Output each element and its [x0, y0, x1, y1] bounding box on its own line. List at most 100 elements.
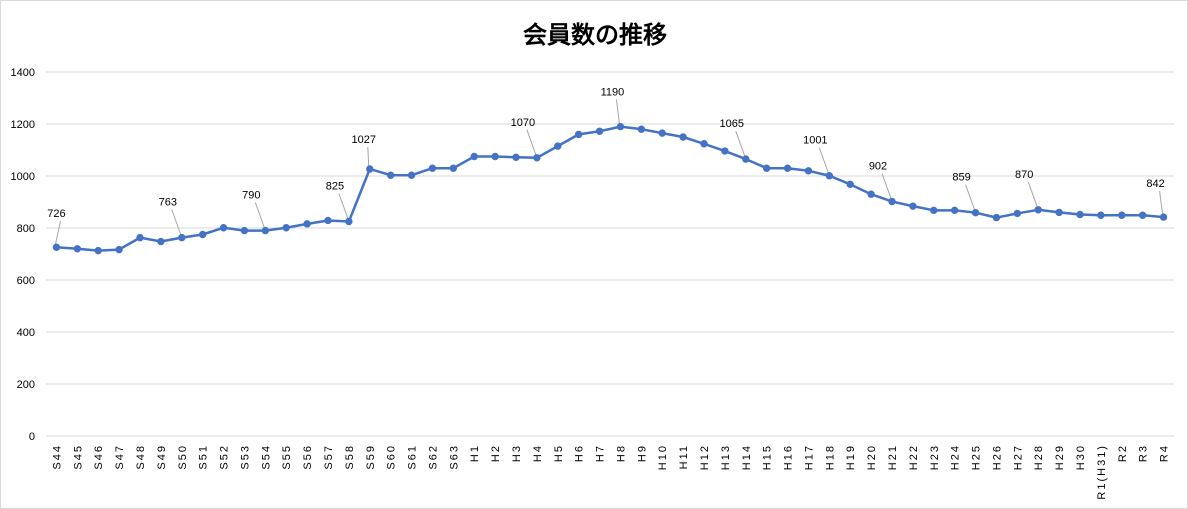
data-point — [1138, 211, 1147, 219]
data-label: 902 — [869, 160, 887, 172]
data-point — [1076, 210, 1084, 219]
data-point — [616, 122, 625, 131]
x-tick-label: S53 — [239, 444, 251, 470]
data-point — [971, 208, 980, 217]
data-point — [324, 216, 332, 225]
data-point — [762, 164, 771, 172]
data-label-leader — [735, 130, 746, 157]
x-tick-label: H12 — [699, 444, 711, 470]
x-tick-label: S54 — [260, 444, 272, 470]
x-tick-label: H25 — [971, 444, 983, 470]
data-point — [386, 171, 395, 179]
data-point — [846, 180, 854, 189]
data-label-leader — [615, 99, 620, 124]
data-label-leader — [367, 146, 370, 167]
data-point — [407, 171, 416, 179]
x-tick-label: H15 — [762, 444, 774, 470]
data-point — [574, 130, 583, 139]
x-tick-label: H10 — [657, 444, 669, 470]
data-label: 825 — [326, 181, 344, 193]
data-label-leader — [171, 209, 182, 235]
data-point — [282, 224, 290, 232]
data-point — [52, 243, 61, 251]
data-point — [554, 142, 562, 150]
x-tick-label: R2 — [1117, 444, 1129, 462]
data-point — [198, 230, 207, 239]
data-point — [1034, 206, 1042, 214]
x-tick-label: H20 — [866, 444, 878, 470]
x-tick-label: S63 — [448, 444, 460, 470]
x-tick-label: R3 — [1138, 444, 1150, 462]
x-tick-label: S56 — [302, 444, 314, 470]
data-point — [595, 127, 604, 135]
y-tick-label: 400 — [17, 327, 35, 339]
x-tick-label: S57 — [323, 444, 335, 470]
data-point — [345, 217, 353, 226]
data-point — [950, 206, 959, 215]
data-point — [240, 226, 249, 235]
data-label-leader — [254, 202, 265, 228]
data-label: 726 — [47, 208, 65, 220]
data-point — [867, 190, 875, 198]
data-label: 1190 — [601, 87, 625, 99]
data-point — [888, 197, 896, 206]
data-label: 1001 — [803, 135, 827, 147]
x-tick-label: S59 — [365, 444, 377, 470]
x-tick-label: H6 — [574, 444, 586, 462]
data-labels: 726 763 790 825 1027 1070 1190 1065 1001 902 859 87… — [47, 87, 1164, 221]
data-point — [366, 165, 374, 173]
y-axis-ticks: 0 200 400 600 800 1000 1200 1400 — [11, 67, 35, 443]
data-label-leader — [338, 193, 349, 219]
data-label: 763 — [159, 197, 177, 209]
x-tick-label: S55 — [281, 444, 293, 470]
data-point — [637, 125, 646, 133]
x-tick-label: H7 — [595, 444, 607, 462]
x-tick-label: H18 — [824, 444, 836, 470]
data-label: 870 — [1015, 169, 1033, 181]
gridlines — [46, 71, 1174, 437]
data-label: 1065 — [720, 118, 744, 130]
data-point — [783, 164, 792, 172]
x-tick-label: S49 — [156, 444, 168, 470]
data-point — [136, 233, 144, 242]
x-tick-label: R1(H31) — [1096, 444, 1108, 500]
x-tick-label: R4 — [1159, 444, 1171, 462]
data-point — [679, 133, 687, 141]
x-axis-ticks: S44 S45 S46 S47 S48 S49 S50 S51 S52 S53 S54 S55 S56 S… — [51, 444, 1170, 500]
x-tick-label: H1 — [469, 444, 481, 462]
x-tick-label: H11 — [678, 444, 690, 469]
x-tick-label: S62 — [427, 444, 439, 470]
data-point — [303, 220, 311, 228]
y-tick-label: 200 — [17, 379, 35, 391]
x-tick-label: S58 — [344, 444, 356, 470]
data-point — [1118, 211, 1126, 219]
data-point — [658, 129, 666, 137]
data-point — [721, 147, 729, 155]
data-point — [909, 202, 917, 210]
x-tick-label: H24 — [950, 444, 962, 470]
x-tick-label: S60 — [386, 444, 398, 470]
x-tick-label: H28 — [1033, 444, 1045, 470]
data-point — [533, 154, 541, 162]
data-points — [52, 122, 1168, 255]
x-tick-label: S50 — [177, 444, 189, 470]
x-tick-label: H4 — [532, 444, 544, 462]
x-tick-label: S48 — [135, 444, 147, 470]
x-tick-label: S44 — [51, 444, 63, 470]
x-tick-label: H9 — [636, 444, 648, 462]
data-point — [930, 206, 938, 215]
x-tick-label: H21 — [887, 444, 899, 470]
data-point — [449, 164, 458, 172]
data-point — [428, 164, 437, 172]
x-tick-label: H30 — [1075, 444, 1087, 470]
data-point — [491, 152, 499, 161]
x-tick-label: H19 — [845, 444, 857, 470]
x-tick-label: H16 — [783, 444, 795, 470]
data-point — [742, 155, 750, 163]
data-point — [1159, 213, 1168, 221]
x-tick-label: H8 — [615, 444, 627, 462]
data-point — [115, 245, 123, 254]
x-tick-label: H26 — [991, 444, 1003, 470]
data-label: 790 — [242, 190, 260, 202]
